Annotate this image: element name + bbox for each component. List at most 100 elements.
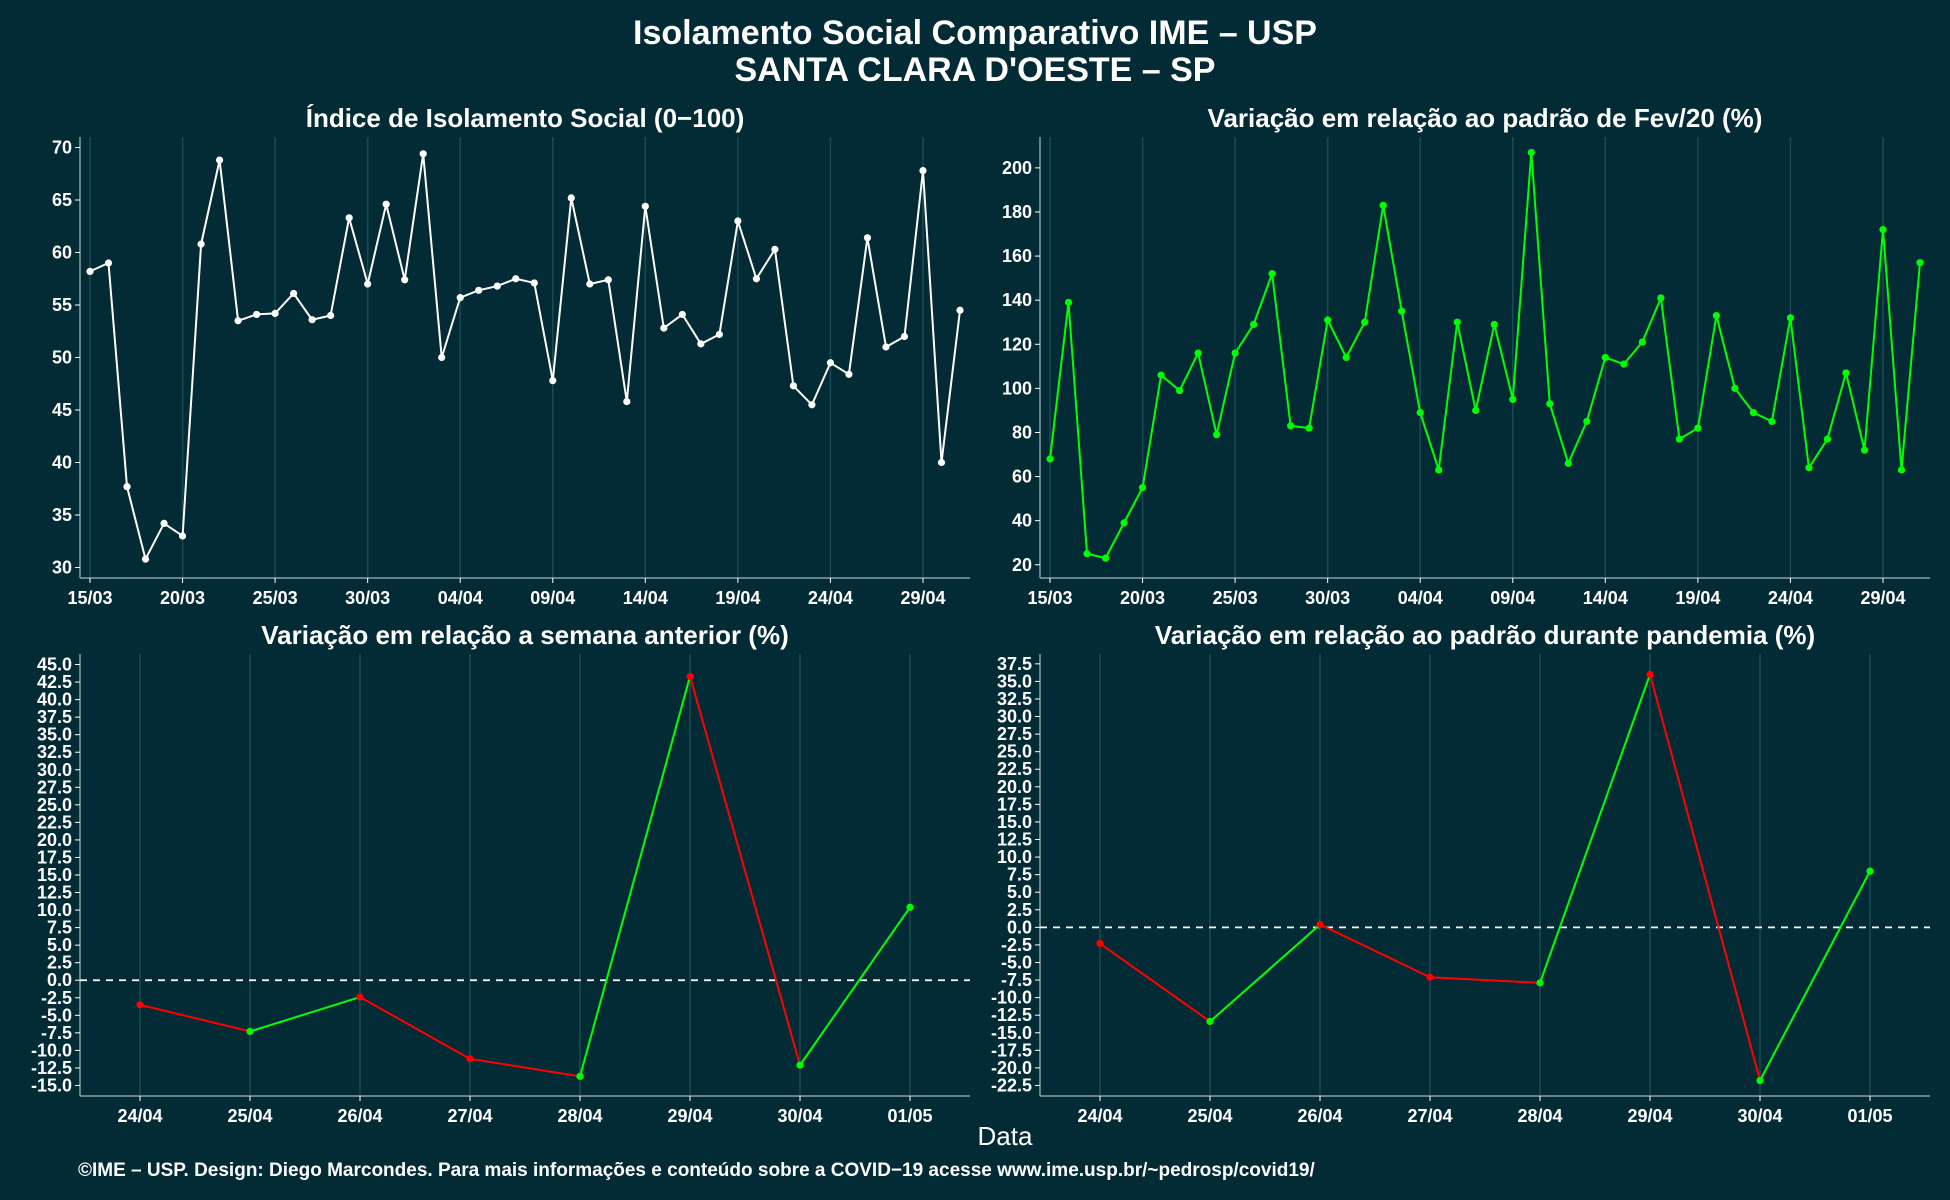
y-tick-label: 7.5 <box>1007 865 1032 885</box>
data-point <box>1268 270 1276 278</box>
x-tick-label: 28/04 <box>557 1106 602 1126</box>
x-tick-label: 20/03 <box>160 588 205 608</box>
main-title: Isolamento Social Comparativo IME – USP <box>633 14 1317 52</box>
y-tick-label: 12.5 <box>997 830 1032 850</box>
data-point <box>1472 406 1480 415</box>
data-point <box>1064 298 1073 306</box>
data-point <box>1583 417 1591 426</box>
x-tick-label: 01/05 <box>1847 1106 1892 1126</box>
y-tick-label: 5.0 <box>1007 882 1032 902</box>
x-tick-label: 14/04 <box>623 588 668 608</box>
data-point <box>1916 259 1924 267</box>
data-point <box>1620 360 1628 368</box>
y-tick-label: 55 <box>52 295 72 315</box>
y-tick-label: 30.0 <box>37 760 72 780</box>
data-point <box>808 401 816 409</box>
x-tick-label: 30/03 <box>1305 588 1350 608</box>
x-tick-label: 26/04 <box>1297 1106 1342 1126</box>
data-point <box>789 382 798 390</box>
data-point <box>1646 670 1654 678</box>
data-point <box>271 309 279 317</box>
y-tick-label: 65 <box>52 190 72 210</box>
data-point <box>1879 226 1887 234</box>
y-tick-label: 27.5 <box>37 777 72 797</box>
segment-down <box>469 1057 581 1078</box>
x-tick-label: 28/04 <box>1517 1106 1562 1126</box>
segment-up <box>249 996 361 1033</box>
y-tick-label: -12.5 <box>991 1005 1032 1025</box>
x-tick-label: 04/04 <box>438 588 483 608</box>
panel-title: Variação em relação a semana anterior (%… <box>261 620 789 650</box>
segment-down <box>139 1003 251 1033</box>
x-tick-label: 25/04 <box>1187 1106 1232 1126</box>
data-point <box>1749 409 1758 417</box>
data-point <box>401 276 409 284</box>
y-tick-label: 7.5 <box>47 918 72 938</box>
x-tick-label: 24/04 <box>808 588 853 608</box>
data-point <box>845 370 853 378</box>
y-tick-label: 10.0 <box>997 847 1032 867</box>
y-tick-label: 2.5 <box>1007 900 1032 920</box>
y-tick-label: 45.0 <box>37 655 72 675</box>
y-tick-label: -15.0 <box>31 1075 72 1095</box>
data-point <box>1564 459 1572 467</box>
series-line <box>1049 152 1921 560</box>
y-tick-label: 17.5 <box>997 794 1032 814</box>
data-point <box>1897 466 1906 474</box>
y-tick-label: 30 <box>52 558 72 578</box>
y-tick-label: 35 <box>52 505 72 525</box>
data-point <box>327 311 335 320</box>
data-point <box>1435 466 1443 474</box>
data-point <box>1120 519 1128 527</box>
x-tick-label: 25/03 <box>253 588 298 608</box>
x-tick-label: 25/04 <box>227 1106 272 1126</box>
data-point <box>104 259 113 267</box>
panel-variation-feb: Variação em relação ao padrão de Fev/20 … <box>1002 103 1930 608</box>
x-tick-label: 20/03 <box>1120 588 1165 608</box>
data-point <box>1206 1017 1214 1026</box>
y-tick-label: -10.0 <box>991 988 1032 1008</box>
data-point <box>123 483 131 491</box>
data-point <box>1657 294 1665 302</box>
data-point <box>419 150 427 158</box>
data-point <box>752 275 760 283</box>
data-point <box>1536 979 1544 987</box>
y-tick-label: 30.0 <box>997 707 1032 727</box>
data-point <box>826 359 835 367</box>
y-tick-label: 37.5 <box>37 707 72 727</box>
y-tick-label: 140 <box>1002 290 1032 310</box>
data-point <box>1379 201 1387 209</box>
data-point <box>1231 349 1239 357</box>
x-tick-label: 19/04 <box>715 588 760 608</box>
data-point <box>475 286 483 294</box>
data-point <box>1287 422 1295 430</box>
data-point <box>141 555 150 563</box>
data-point <box>1157 371 1165 379</box>
y-tick-label: 40.0 <box>37 690 72 710</box>
x-tick-label: 14/04 <box>1583 588 1628 608</box>
data-point <box>456 294 464 302</box>
data-point <box>796 1061 804 1069</box>
panel-variation-previous-week: Variação em relação a semana anterior (%… <box>31 620 970 1126</box>
data-point <box>438 353 446 362</box>
x-tick-label: 24/04 <box>117 1106 162 1126</box>
x-tick-label: 30/03 <box>345 588 390 608</box>
y-tick-label: 32.5 <box>997 689 1032 709</box>
main-subtitle: SANTA CLARA D'OESTE – SP <box>735 51 1216 89</box>
data-point <box>382 200 390 208</box>
x-tick-label: 09/04 <box>1490 588 1535 608</box>
data-point <box>1361 318 1369 326</box>
y-tick-label: 100 <box>1002 378 1032 398</box>
y-tick-label: 2.5 <box>47 953 72 973</box>
y-tick-label: 20.0 <box>37 830 72 850</box>
data-point <box>252 310 261 319</box>
y-tick-label: 80 <box>1012 422 1032 442</box>
data-point <box>734 217 742 225</box>
y-tick-label: 15.0 <box>997 812 1032 832</box>
data-point <box>1638 338 1646 346</box>
y-tick-label: 35.0 <box>997 671 1032 691</box>
data-point <box>1101 554 1110 562</box>
x-tick-label: 29/04 <box>1627 1106 1672 1126</box>
data-point <box>686 672 694 681</box>
